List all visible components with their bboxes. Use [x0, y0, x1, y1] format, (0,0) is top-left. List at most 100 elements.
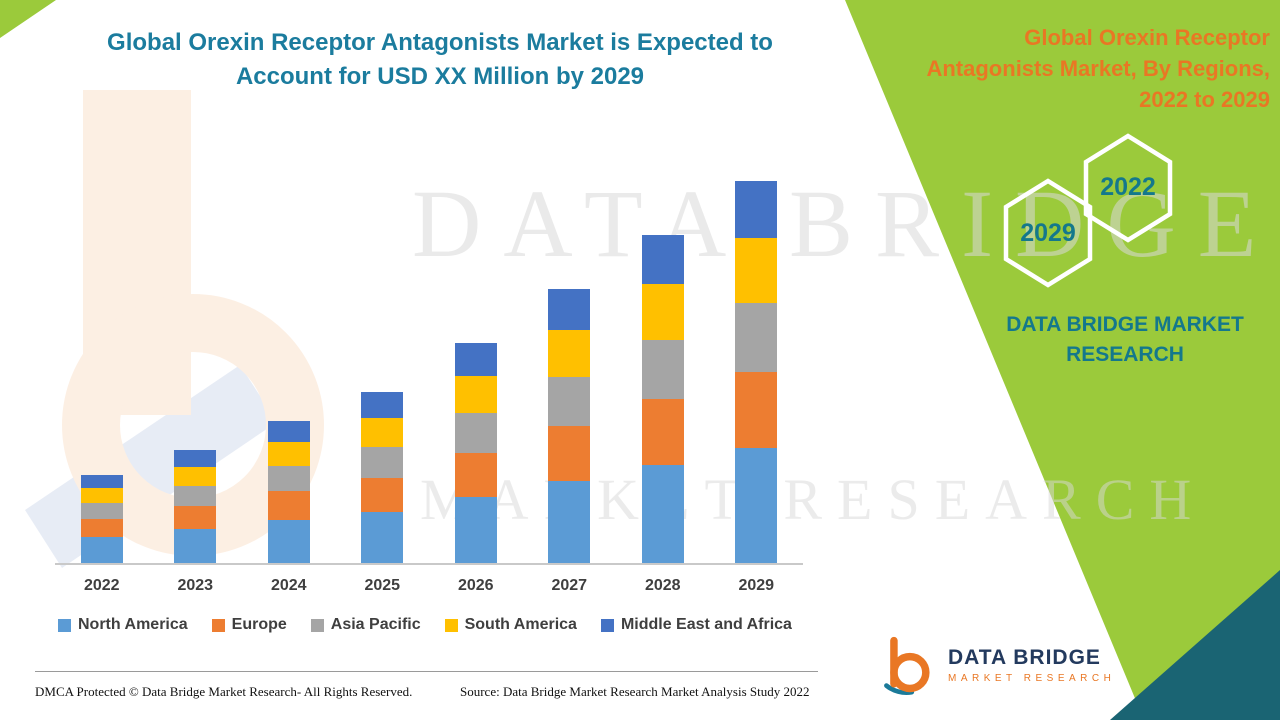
x-axis-label-2027: 2027 — [551, 577, 588, 594]
bar-slot-2025 — [336, 392, 430, 563]
bar-segment-europe — [80, 519, 123, 537]
right-panel-brand-text: DATA BRIDGE MARKET RESEARCH — [980, 310, 1270, 370]
bar-slot-2026 — [429, 343, 523, 563]
bar-segment-south-america — [80, 488, 123, 503]
legend-label: Europe — [231, 616, 287, 633]
bar-segment-north-america — [174, 529, 217, 563]
bar-segment-europe — [361, 478, 404, 512]
x-axis-line — [55, 563, 803, 565]
bar-segment-north-america — [735, 448, 778, 563]
stacked-bar-2027 — [548, 289, 591, 563]
chart-title-line2: Account for USD XX Million by 2029 — [235, 63, 645, 90]
legend-label: South America — [464, 616, 577, 633]
bar-slot-2028 — [616, 235, 710, 563]
watermark-text-data-bridge: DATA BRIDGE — [412, 170, 1279, 277]
bar-segment-middle-east-and-africa — [174, 450, 217, 467]
legend-swatch-icon — [211, 618, 225, 632]
bar-segment-north-america — [548, 481, 591, 563]
legend-swatch-icon — [58, 618, 71, 632]
x-axis-label-2024: 2024 — [270, 577, 307, 594]
bar-segment-asia-pacific — [548, 377, 591, 426]
right-panel-title-line2: Antagonists Market, By Regions, — [926, 56, 1270, 81]
bar-segment-asia-pacific — [267, 466, 310, 491]
plot-area: 2022 2023 2024 2025 2026 2027 2028 2029 — [55, 133, 803, 595]
bar-segment-north-america — [267, 520, 310, 563]
bar-segment-south-america — [641, 284, 684, 340]
bar-segment-asia-pacific — [641, 340, 684, 399]
bar-segment-middle-east-and-africa — [361, 392, 404, 418]
bar-segment-europe — [454, 453, 497, 497]
data-bridge-logo-icon — [884, 636, 930, 695]
x-axis-label-2028: 2028 — [644, 577, 681, 594]
legend-label: Asia Pacific — [330, 616, 421, 633]
stacked-bar-2023 — [174, 450, 217, 563]
right-panel-brand-line2: RESEARCH — [1066, 343, 1184, 366]
right-panel-brand-line1: DATA BRIDGE MARKET — [1006, 313, 1244, 336]
x-axis-label-2025: 2025 — [364, 577, 401, 594]
right-panel-title: Global Orexin Receptor Antagonists Marke… — [890, 22, 1270, 115]
bars — [55, 133, 803, 563]
legend-label: Middle East and Africa — [620, 616, 792, 633]
bar-segment-south-america — [454, 376, 497, 413]
bar-segment-north-america — [454, 497, 497, 563]
bar-slot-2024 — [242, 421, 336, 563]
stacked-bar-2024 — [267, 421, 310, 563]
x-axis-label-2029: 2029 — [738, 577, 775, 594]
stacked-bar-2028 — [641, 235, 684, 563]
bar-slot-2029 — [710, 181, 804, 563]
bar-segment-middle-east-and-africa — [80, 475, 123, 488]
legend: North America Europe Asia Pacific South Ame… — [58, 616, 828, 634]
chart-title-line1: Global Orexin Receptor Antagonists Marke… — [107, 29, 773, 56]
bar-segment-south-america — [735, 238, 778, 303]
legend-swatch-icon — [444, 618, 458, 632]
legend-swatch-icon — [310, 618, 324, 632]
hexagon-year-2022: 2022 — [1100, 173, 1156, 201]
legend-item-europe: Europe — [211, 616, 287, 634]
stacked-bar-2029 — [735, 181, 778, 563]
legend-item-middle-east-and-africa: Middle East and Africa — [600, 616, 792, 634]
bar-segment-europe — [548, 426, 591, 481]
x-axis-labels: 2022 2023 2024 2025 2026 2027 2028 2029 — [55, 577, 803, 595]
bar-segment-middle-east-and-africa — [548, 289, 591, 330]
legend-swatch-icon — [600, 618, 614, 632]
bar-segment-asia-pacific — [80, 503, 123, 519]
bar-segment-asia-pacific — [361, 447, 404, 478]
bar-segment-north-america — [361, 512, 404, 563]
bar-segment-south-america — [361, 418, 404, 447]
bar-segment-middle-east-and-africa — [454, 343, 497, 376]
bar-segment-middle-east-and-africa — [641, 235, 684, 284]
legend-item-north-america: North America — [58, 616, 188, 634]
logo-text-block: DATA BRIDGE MARKET RESEARCH — [948, 646, 1115, 684]
bar-segment-europe — [267, 491, 310, 520]
dmca-notice: DMCA Protected © Data Bridge Market Rese… — [35, 684, 413, 699]
source-note: Source: Data Bridge Market Research Mark… — [460, 684, 810, 699]
hexagon-year-2029: 2029 — [1020, 219, 1076, 247]
bar-segment-asia-pacific — [735, 303, 778, 372]
bar-segment-europe — [735, 372, 778, 448]
bar-slot-2027 — [523, 289, 617, 563]
year-hexagons-icon — [1003, 133, 1173, 288]
stacked-bar-2022 — [80, 475, 123, 563]
logo-name: DATA BRIDGE — [948, 646, 1101, 669]
bar-slot-2022 — [55, 475, 149, 563]
legend-item-south-america: South America — [444, 616, 577, 634]
x-axis-label-2026: 2026 — [457, 577, 494, 594]
x-axis-label-2023: 2023 — [177, 577, 214, 594]
bar-segment-north-america — [641, 465, 684, 563]
right-panel-title-line3: 2022 to 2029 — [1139, 87, 1270, 112]
stacked-bar-2025 — [361, 392, 404, 563]
chart-title: Global Orexin Receptor Antagonists Marke… — [70, 26, 810, 94]
x-axis-label-2022: 2022 — [83, 577, 120, 594]
bar-segment-south-america — [548, 330, 591, 377]
company-logo: DATA BRIDGE MARKET RESEARCH — [878, 634, 1115, 696]
bar-segment-south-america — [174, 467, 217, 486]
logo-subtitle: MARKET RESEARCH — [948, 673, 1116, 684]
top-left-green-triangle — [0, 0, 56, 38]
footer-divider — [35, 671, 818, 672]
bar-segment-middle-east-and-africa — [735, 181, 778, 238]
bar-segment-north-america — [80, 537, 123, 563]
bar-slot-2023 — [149, 450, 243, 563]
bar-segment-europe — [174, 506, 217, 529]
legend-label: North America — [78, 616, 188, 633]
